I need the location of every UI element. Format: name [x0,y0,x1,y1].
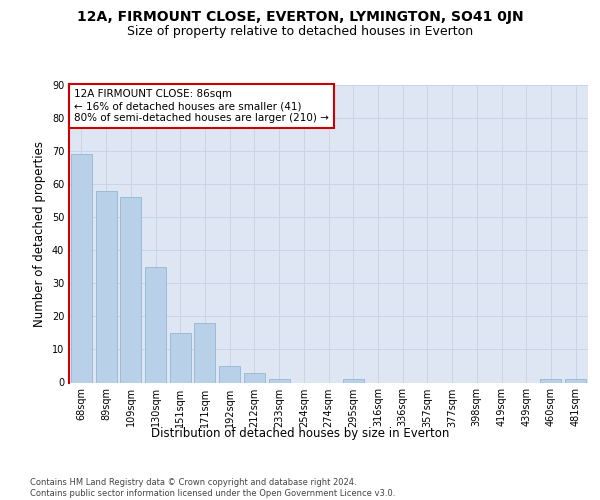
Bar [170,333,191,382]
Bar [145,267,166,382]
Bar [71,154,92,382]
Bar [219,366,240,382]
Bar [269,379,290,382]
Text: Distribution of detached houses by size in Everton: Distribution of detached houses by size … [151,428,449,440]
Bar [194,323,215,382]
Bar [541,379,562,382]
Text: Contains HM Land Registry data © Crown copyright and database right 2024.
Contai: Contains HM Land Registry data © Crown c… [30,478,395,498]
Text: 12A, FIRMOUNT CLOSE, EVERTON, LYMINGTON, SO41 0JN: 12A, FIRMOUNT CLOSE, EVERTON, LYMINGTON,… [77,10,523,24]
Text: Size of property relative to detached houses in Everton: Size of property relative to detached ho… [127,25,473,38]
Bar [343,379,364,382]
Bar [120,198,141,382]
Bar [95,191,116,382]
Text: 12A FIRMOUNT CLOSE: 86sqm
← 16% of detached houses are smaller (41)
80% of semi-: 12A FIRMOUNT CLOSE: 86sqm ← 16% of detac… [74,90,329,122]
Y-axis label: Number of detached properties: Number of detached properties [33,141,46,327]
Bar [244,372,265,382]
Bar [565,379,586,382]
